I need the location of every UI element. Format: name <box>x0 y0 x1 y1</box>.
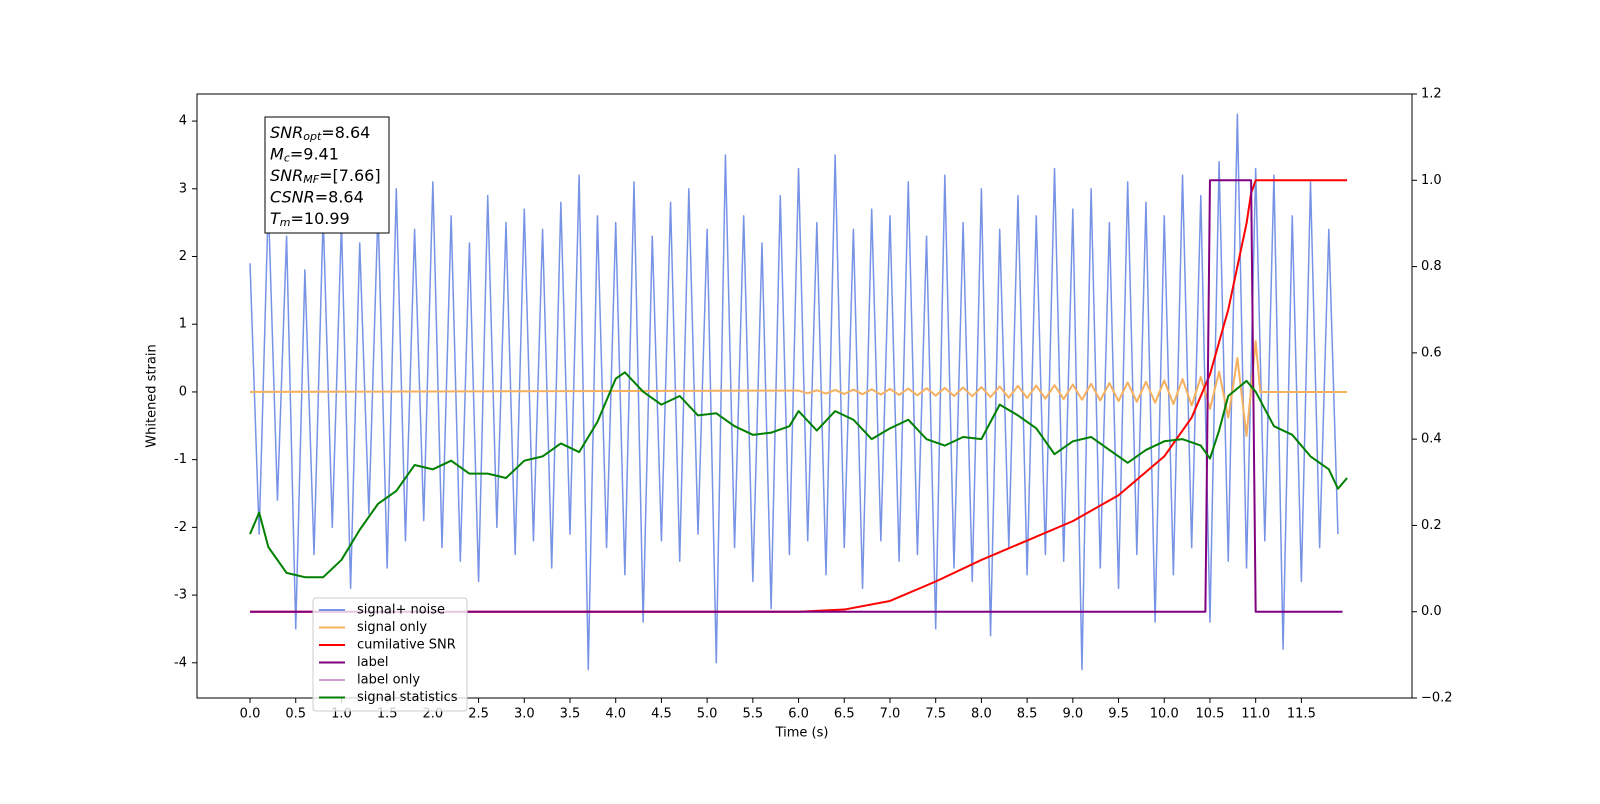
y-axis-label: Whitened strain <box>145 344 160 447</box>
annotation-main: SNR <box>270 166 303 185</box>
x-tick-label: 11.0 <box>1241 707 1270 722</box>
x-tick-label: 0.5 <box>285 707 306 722</box>
y-tick-label: 4 <box>179 114 187 129</box>
y-tick-label: -2 <box>174 520 187 535</box>
legend-label: cumilative SNR <box>357 638 456 653</box>
annotation-line: Mc=9.41 <box>270 144 339 165</box>
y-tick-label: 2 <box>179 249 187 264</box>
legend-label: signal+ noise <box>357 603 445 618</box>
x-tick-label: 3.5 <box>560 707 581 722</box>
x-tick-label: 9.0 <box>1062 707 1083 722</box>
y2-tick-label: 1.2 <box>1421 87 1442 102</box>
legend-label: signal statistics <box>357 690 458 705</box>
series-line <box>250 340 1348 437</box>
legend-label: label <box>357 655 388 670</box>
annotation-box: SNRopt=8.64Mc=9.41SNRMF=[7.66]CSNR=8.64T… <box>264 116 390 234</box>
annotation-rest: =8.64 <box>321 123 370 142</box>
series-line <box>249 113 1339 671</box>
x-tick-label: 7.5 <box>925 707 946 722</box>
annotation-rest: =10.99 <box>291 209 350 228</box>
annotation-line: CSNR=8.64 <box>270 187 364 206</box>
x-tick-label: 9.5 <box>1108 707 1129 722</box>
x-tick-label: 6.0 <box>788 707 809 722</box>
annotation-rest: =9.41 <box>290 144 339 163</box>
annotation-sub: MF <box>303 173 319 186</box>
series-line <box>249 371 1348 579</box>
annotation-sub: opt <box>303 130 322 143</box>
y2-tick-label: 0.4 <box>1421 432 1442 447</box>
axes-frame <box>196 93 1413 699</box>
x-tick-label: 10.0 <box>1150 707 1179 722</box>
annotation-sub: m <box>280 216 291 229</box>
legend: signal+ noise signal only cumilative SNR la… <box>312 597 468 712</box>
y2-tick-label: 0.2 <box>1421 518 1442 533</box>
legend-label: label only <box>357 673 420 688</box>
x-tick-label: 8.5 <box>1017 707 1038 722</box>
series-line <box>250 179 1348 613</box>
x-tick-label: 6.5 <box>834 707 855 722</box>
y-tick-label: 0 <box>179 384 187 399</box>
y-tick-label: -3 <box>174 588 187 603</box>
x-tick-label: 7.0 <box>880 707 901 722</box>
x-tick-label: 2.5 <box>468 707 489 722</box>
annotation-line: SNRopt=8.64 <box>270 123 370 144</box>
x-tick-label: 3.0 <box>514 707 535 722</box>
x-tick-label: 10.5 <box>1195 707 1224 722</box>
annotation-rest: =[7.66] <box>319 166 381 185</box>
legend-label: signal only <box>357 620 427 635</box>
y2-tick-label: 0.8 <box>1421 259 1442 274</box>
y2-tick-label: 0.0 <box>1421 604 1442 619</box>
x-axis-label: Time (s) <box>775 726 829 741</box>
annotation-sub: c <box>284 152 290 165</box>
x-tick-label: 4.0 <box>605 707 626 722</box>
x-tick-label: 5.0 <box>697 707 718 722</box>
x-tick-label: 4.5 <box>651 707 672 722</box>
annotation-rest: =8.64 <box>315 187 364 206</box>
x-tick-label: 5.5 <box>743 707 764 722</box>
x-tick-label: 11.5 <box>1287 707 1316 722</box>
y2-tick-label: 1.0 <box>1421 173 1442 188</box>
y-tick-label: 1 <box>179 317 187 332</box>
x-tick-label: 0.0 <box>240 707 261 722</box>
plot-area <box>249 113 1348 671</box>
y-tick-label: 3 <box>179 181 187 196</box>
y2-tick-label: −0.2 <box>1421 691 1453 706</box>
annotation-main: SNR <box>270 123 303 142</box>
annotation-main: M <box>270 144 284 163</box>
annotation-main: CSNR <box>270 187 315 206</box>
y-tick-label: -1 <box>174 452 187 467</box>
legend-frame <box>312 597 468 712</box>
x-tick-label: 8.0 <box>971 707 992 722</box>
y2-tick-label: 0.6 <box>1421 345 1442 360</box>
annotation-line: Tm=10.99 <box>270 209 350 230</box>
annotation-line: SNRMF=[7.66] <box>270 166 381 187</box>
annotation-frame <box>264 116 390 234</box>
series-line <box>250 179 1343 613</box>
y-tick-label: -4 <box>174 655 187 670</box>
annotation-main: T <box>270 209 281 228</box>
